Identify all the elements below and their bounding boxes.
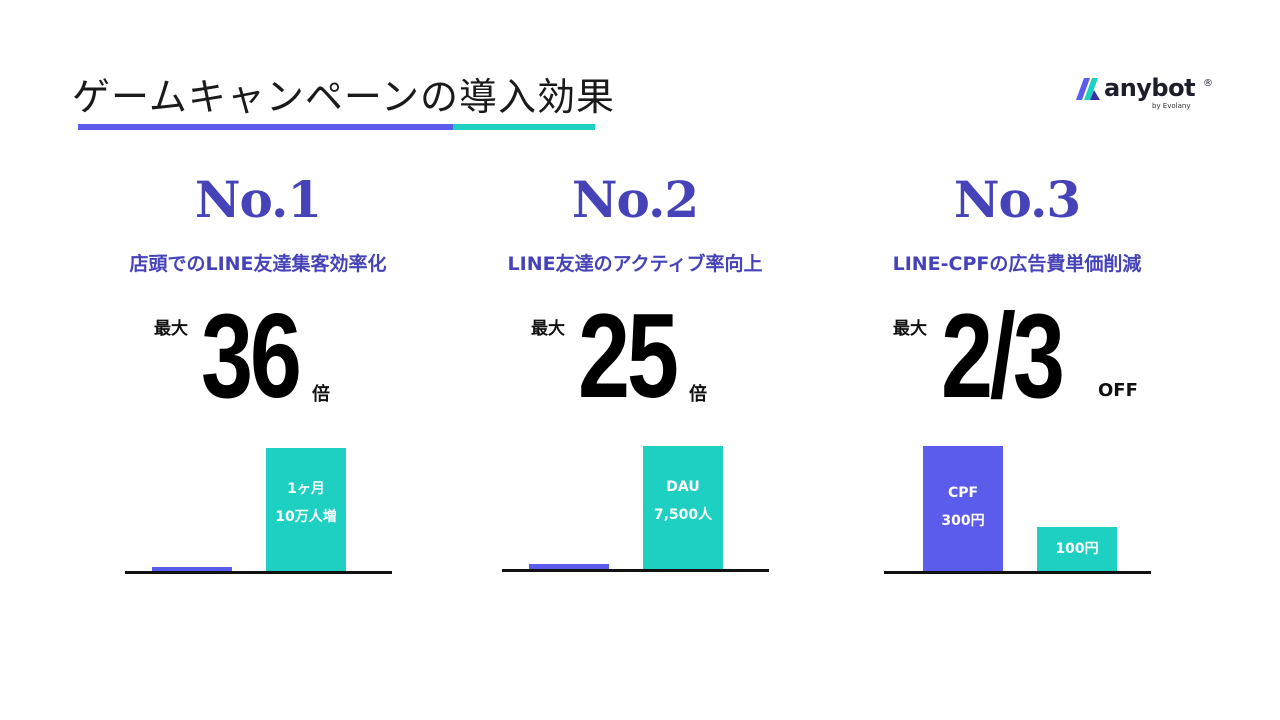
effect-column-2: No.2 LINE友達のアクティブ率向上 最大 25 倍 DAU 7,500人 <box>435 0 835 720</box>
chart-baseline <box>125 571 392 574</box>
bar-label-line-1: 1ヶ月 <box>287 481 325 497</box>
rank-label: No.3 <box>953 170 1081 229</box>
bar-before <box>152 567 232 572</box>
anybot-logo-icon <box>1076 78 1100 100</box>
effect-unit: OFF <box>1098 380 1138 401</box>
bar-after: 1ヶ月 10万人増 <box>266 448 346 572</box>
chart-baseline <box>502 569 769 572</box>
effect-unit: 倍 <box>312 384 330 405</box>
max-label: 最大 <box>893 319 927 339</box>
effect-column-1: No.1 店頭でのLINE友達集客効率化 最大 36 倍 1ヶ月 10万人増 <box>58 0 458 720</box>
bar-label-line-1: DAU <box>666 479 700 495</box>
effect-value: 2/3 <box>941 289 1065 423</box>
max-label: 最大 <box>154 319 188 339</box>
bar-before: CPF 300円 <box>923 446 1003 572</box>
effect-subtitle: LINE-CPFの広告費単価削減 <box>892 253 1142 275</box>
bar-label-line-1: 100円 <box>1055 541 1099 557</box>
effect-value: 25 <box>578 289 679 423</box>
title-underline-teal <box>453 124 595 130</box>
bar-label-line-2: 10万人増 <box>275 509 337 525</box>
anybot-logo: anybot ® by Evolany <box>1076 74 1216 114</box>
bar-after: 100円 <box>1037 527 1117 572</box>
logo-tagline: by Evolany <box>1152 102 1191 110</box>
rank-label: No.2 <box>571 170 699 229</box>
logo-registered-mark: ® <box>1203 78 1213 89</box>
title-underline-purple <box>78 124 453 130</box>
effect-unit: 倍 <box>689 384 707 405</box>
effect-column-3: No.3 LINE-CPFの広告費単価削減 最大 2/3 OFF CPF 300… <box>817 0 1217 720</box>
page-title: ゲームキャンペーンの導入効果 <box>72 75 615 119</box>
bar-label-line-1: CPF <box>947 485 979 501</box>
effect-subtitle: LINE友達のアクティブ率向上 <box>507 253 763 275</box>
max-label: 最大 <box>531 319 565 339</box>
bar-label-line-2: 300円 <box>941 513 985 529</box>
logo-brand: anybot <box>1104 74 1196 102</box>
effect-value: 36 <box>201 289 302 423</box>
effect-subtitle: 店頭でのLINE友達集客効率化 <box>129 253 387 275</box>
bar-after: DAU 7,500人 <box>643 446 723 571</box>
bar-label-line-2: 7,500人 <box>653 507 713 523</box>
bar-before <box>529 564 609 571</box>
rank-label: No.1 <box>194 170 322 229</box>
chart-baseline <box>884 571 1151 574</box>
